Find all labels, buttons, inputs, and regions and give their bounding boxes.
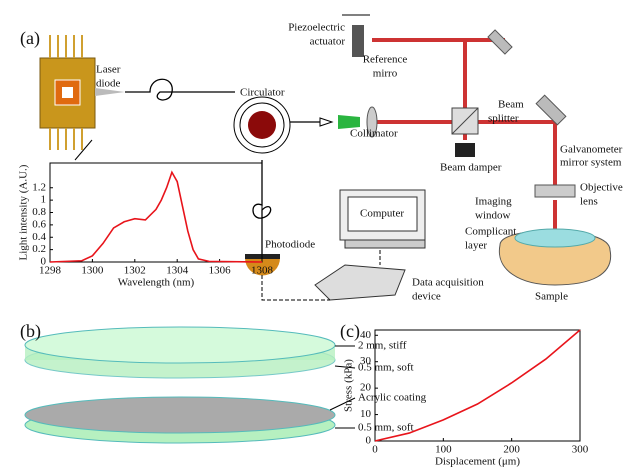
label: Piezoelectric bbox=[288, 22, 345, 34]
label: Complicant bbox=[465, 226, 516, 238]
y-axis-label: Light intensity (A.U.) bbox=[18, 164, 30, 260]
label: mirro bbox=[373, 68, 398, 80]
figure: (a) Laser diode Circulator Piezoelectric… bbox=[0, 0, 644, 475]
x-tick-label: 0 bbox=[372, 444, 378, 456]
label: Beam damper bbox=[440, 162, 502, 174]
x-axis-label: Displacement (μm) bbox=[435, 456, 520, 468]
label: layer bbox=[465, 240, 487, 252]
x-tick-label: 1306 bbox=[209, 265, 232, 277]
panel-label: (b) bbox=[20, 321, 41, 342]
y-tick-label: 1 bbox=[41, 194, 47, 206]
x-tick-label: 1304 bbox=[166, 265, 189, 277]
plot-frame bbox=[50, 163, 262, 262]
panel-label: (a) bbox=[20, 28, 40, 49]
label: Data acquisition bbox=[412, 277, 484, 289]
x-tick-label: 1300 bbox=[81, 265, 104, 277]
x-tick-label: 300 bbox=[572, 444, 589, 456]
y-tick-label: 0.6 bbox=[32, 218, 46, 230]
label: window bbox=[475, 210, 511, 222]
x-tick-label: 100 bbox=[435, 444, 452, 456]
label: mirror system bbox=[560, 157, 622, 169]
label: Objective bbox=[580, 182, 623, 194]
data-line bbox=[50, 172, 262, 262]
y-tick-label: 1.2 bbox=[32, 181, 46, 193]
label: Imaging bbox=[475, 196, 512, 208]
y-tick-label: 40 bbox=[360, 329, 372, 341]
label: Laser bbox=[96, 64, 121, 76]
label: Circulator bbox=[240, 87, 285, 99]
label: actuator bbox=[310, 36, 346, 48]
panel-label: (c) bbox=[340, 321, 360, 342]
y-tick-label: 0 bbox=[366, 435, 372, 447]
label: 0.5 mm, soft bbox=[358, 422, 414, 434]
x-tick-label: 1308 bbox=[251, 265, 274, 277]
y-tick-label: 20 bbox=[360, 382, 372, 394]
x-tick-label: 200 bbox=[503, 444, 520, 456]
x-tick-label: 1302 bbox=[124, 265, 146, 277]
label: splitter bbox=[488, 113, 519, 125]
label: Photodiode bbox=[265, 239, 315, 251]
label: Sample bbox=[535, 291, 568, 303]
label: diode bbox=[96, 78, 121, 90]
label: Collimator bbox=[350, 128, 398, 140]
label: Galvanometer bbox=[560, 144, 623, 156]
y-tick-label: 0.8 bbox=[32, 206, 46, 218]
y-axis-label: Stress (kPa) bbox=[343, 359, 355, 412]
x-axis-label: Wavelength (nm) bbox=[118, 277, 195, 289]
label: 2 mm, stiff bbox=[358, 340, 407, 352]
y-tick-label: 0 bbox=[41, 256, 47, 268]
label: Beam bbox=[498, 99, 524, 111]
y-tick-label: 30 bbox=[360, 355, 372, 367]
y-tick-label: 0.4 bbox=[32, 231, 46, 243]
y-tick-label: 0.2 bbox=[32, 243, 46, 255]
label: device bbox=[412, 291, 441, 303]
label: Reference bbox=[363, 54, 408, 66]
y-tick-label: 10 bbox=[360, 408, 372, 420]
label: Computer bbox=[360, 208, 404, 220]
label: lens bbox=[580, 196, 598, 208]
